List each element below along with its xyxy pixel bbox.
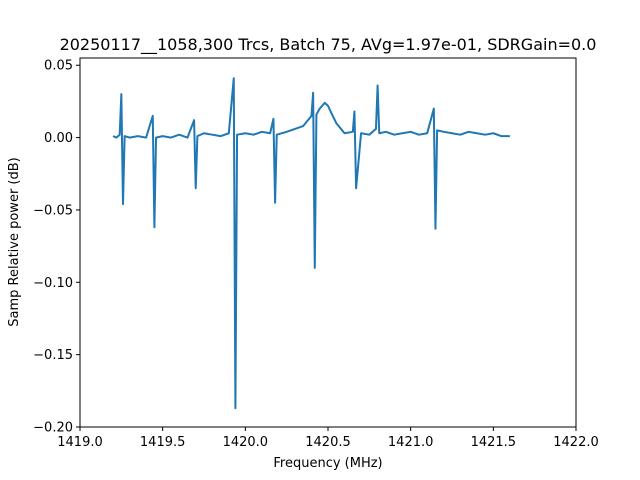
y-axis-label: Samp Relative power (dB) <box>7 157 22 326</box>
x-tick-label: 1419.0 <box>57 435 103 450</box>
chart-title: 20250117__1058,300 Trcs, Batch 75, AVg=1… <box>60 35 597 55</box>
y-axis: 0.05 0.00 −0.05 −0.10 −0.15 −0.20 <box>33 59 80 436</box>
x-tick-label: 1421.0 <box>388 435 434 450</box>
series-line <box>112 77 510 410</box>
x-axis-label: Frequency (MHz) <box>273 456 382 471</box>
y-tick-label: −0.20 <box>33 421 73 436</box>
x-tick-label: 1421.5 <box>471 435 517 450</box>
x-tick-label: 1420.5 <box>305 435 351 450</box>
x-tick-label: 1419.5 <box>140 435 186 450</box>
x-axis: 1419.0 1419.5 1420.0 1420.5 1421.0 1421.5 1422… <box>57 427 599 450</box>
y-tick-label: −0.15 <box>33 348 73 363</box>
y-tick-label: −0.10 <box>33 276 73 291</box>
plot-area <box>112 77 510 410</box>
y-tick-label: −0.05 <box>33 203 73 218</box>
x-tick-label: 1422.0 <box>553 435 599 450</box>
x-tick-label: 1420.0 <box>223 435 269 450</box>
axes-frame <box>79 57 577 428</box>
y-tick-label: 0.00 <box>44 131 73 146</box>
y-tick-label: 0.05 <box>44 59 73 74</box>
